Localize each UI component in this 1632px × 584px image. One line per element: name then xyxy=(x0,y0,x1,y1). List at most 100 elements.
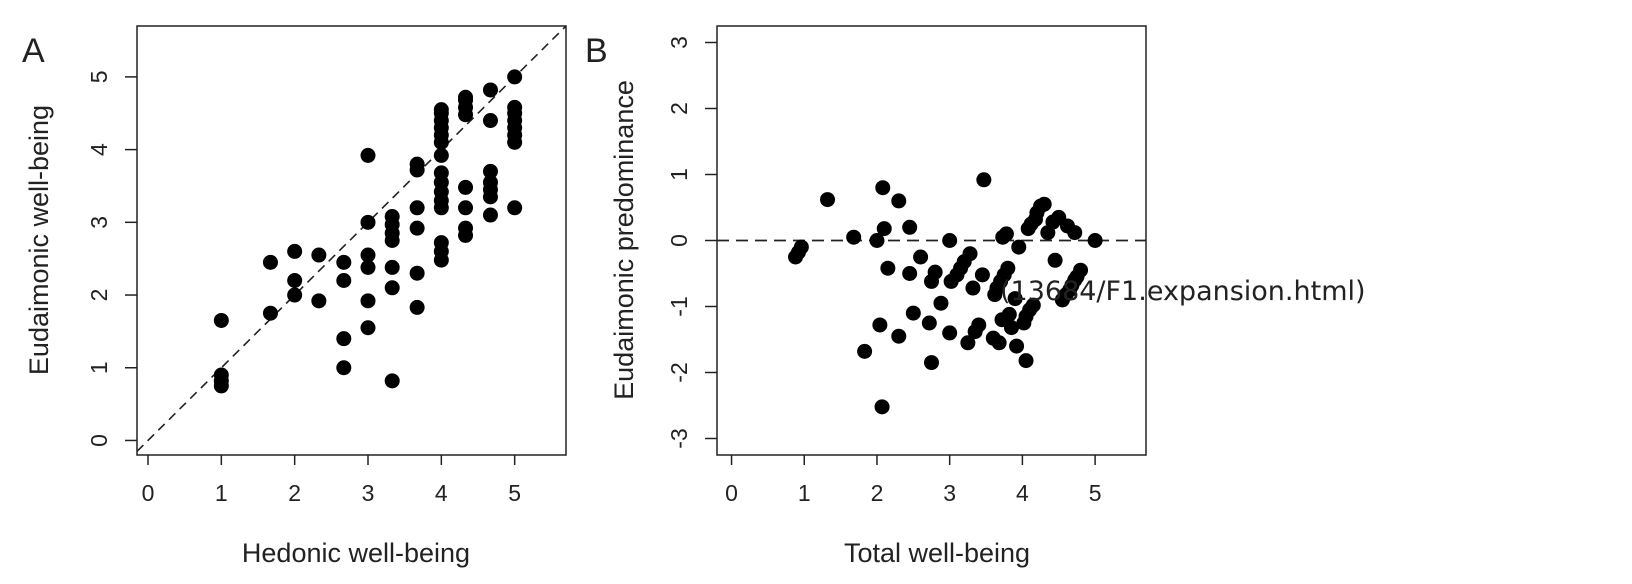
x-tick-label: 4 xyxy=(1016,480,1029,506)
x-tick-label: 0 xyxy=(142,480,155,506)
data-point xyxy=(902,266,918,281)
data-point xyxy=(409,220,425,236)
data-point xyxy=(458,179,474,195)
data-point xyxy=(360,147,376,163)
data-point xyxy=(924,355,939,371)
y-tick-label: 0 xyxy=(666,234,692,247)
x-tick-label: 4 xyxy=(435,480,448,506)
x-tick-label: 2 xyxy=(288,480,301,506)
panel-a-y-label: Eudaimonic well-being xyxy=(24,105,54,375)
data-point xyxy=(971,317,987,333)
data-point xyxy=(942,325,958,341)
data-point xyxy=(913,249,929,265)
y-tick-label: 5 xyxy=(86,70,112,83)
data-point xyxy=(874,399,890,415)
data-point xyxy=(336,272,352,288)
data-point xyxy=(1018,353,1034,369)
data-point xyxy=(1047,252,1063,268)
data-point xyxy=(820,192,836,208)
panel-b-points xyxy=(788,172,1103,415)
data-point xyxy=(360,293,376,309)
data-point xyxy=(1007,291,1023,307)
data-point xyxy=(482,207,498,223)
data-point xyxy=(933,295,949,311)
data-point xyxy=(409,200,425,216)
data-point xyxy=(311,293,327,309)
data-point xyxy=(311,247,327,263)
panel-a-x-label: Hedonic well-being xyxy=(242,538,470,568)
data-point xyxy=(262,254,278,270)
data-point xyxy=(213,367,229,383)
figure-expansion-link[interactable]: (13684/F1.expansion.html) xyxy=(1000,276,1366,307)
y-tick-label: 1 xyxy=(86,361,112,374)
data-point xyxy=(991,335,1007,351)
y-tick-label: 1 xyxy=(666,168,692,181)
data-point xyxy=(384,209,400,225)
panel-a-plot-box xyxy=(136,25,567,456)
data-point xyxy=(384,259,400,275)
data-point xyxy=(336,254,352,270)
data-point xyxy=(921,315,937,331)
data-point xyxy=(433,165,449,181)
data-point xyxy=(1087,233,1103,248)
data-point xyxy=(409,265,425,281)
panel-b-y-axis: -3 -2 -1 0 1 2 3 xyxy=(666,36,717,449)
data-point xyxy=(974,267,990,283)
data-point xyxy=(1011,239,1027,255)
data-point xyxy=(336,331,352,347)
data-point xyxy=(1073,262,1089,278)
data-point xyxy=(793,239,809,255)
data-point xyxy=(869,233,885,248)
data-point xyxy=(287,272,303,288)
data-point xyxy=(872,317,888,333)
data-point xyxy=(962,246,978,262)
panel-b-y-label: Eudaimonic predominance xyxy=(609,80,639,400)
data-point xyxy=(482,163,498,179)
x-tick-label: 2 xyxy=(871,480,884,506)
data-point xyxy=(1009,338,1025,354)
data-point xyxy=(213,312,229,328)
data-point xyxy=(287,287,303,303)
x-tick-label: 1 xyxy=(215,480,228,506)
panel-b-label: B xyxy=(585,32,608,70)
panel-a-label: A xyxy=(22,32,45,70)
x-tick-label: 5 xyxy=(508,480,521,506)
data-point xyxy=(1003,320,1019,336)
data-point xyxy=(1000,260,1016,276)
panel-a-reference-line xyxy=(136,25,567,452)
data-point xyxy=(384,280,400,296)
data-point xyxy=(891,193,907,209)
panel-a-points xyxy=(213,69,523,394)
data-point xyxy=(482,82,498,98)
data-point xyxy=(902,219,918,235)
data-point xyxy=(409,299,425,315)
y-tick-label: 0 xyxy=(86,434,112,447)
data-point xyxy=(336,360,352,376)
data-point xyxy=(927,264,943,280)
data-point xyxy=(360,214,376,230)
y-tick-label: 2 xyxy=(86,289,112,302)
data-point xyxy=(507,200,523,216)
y-tick-label: 3 xyxy=(666,36,692,49)
data-point xyxy=(857,343,873,359)
data-point xyxy=(846,229,862,245)
data-point xyxy=(998,226,1014,242)
panel-a-y-axis: 0 1 2 3 4 5 xyxy=(86,70,137,447)
data-point xyxy=(360,259,376,275)
data-point xyxy=(287,243,303,259)
data-point xyxy=(458,200,474,216)
data-point xyxy=(458,220,474,236)
data-point xyxy=(942,233,958,248)
x-tick-label: 0 xyxy=(725,480,738,506)
data-point xyxy=(960,335,976,351)
data-point xyxy=(875,180,891,196)
panel-a-x-axis: 0 1 2 3 4 5 xyxy=(142,455,521,506)
data-point xyxy=(482,174,498,190)
data-point xyxy=(360,320,376,336)
data-point xyxy=(458,89,474,105)
data-point xyxy=(891,328,907,344)
data-point xyxy=(905,305,921,321)
data-point xyxy=(976,172,992,188)
y-tick-label: 2 xyxy=(666,102,692,115)
